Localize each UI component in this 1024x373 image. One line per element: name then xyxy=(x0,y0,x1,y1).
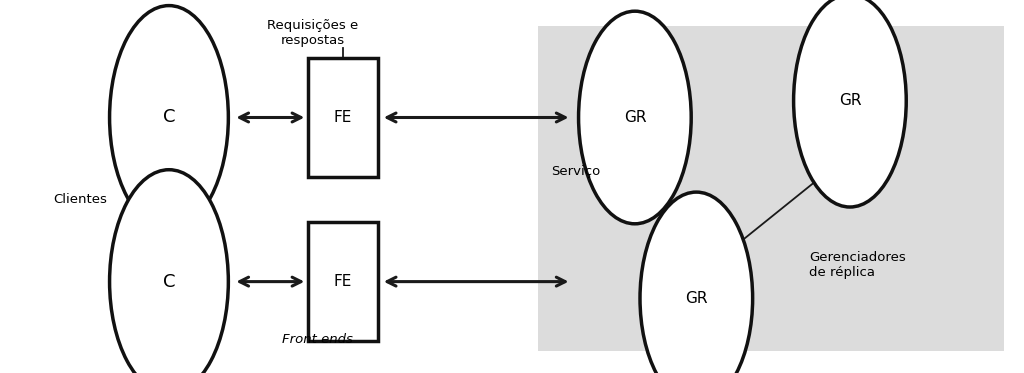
Text: GR: GR xyxy=(839,93,861,108)
Text: Front ends: Front ends xyxy=(282,333,353,346)
Text: Serviço: Serviço xyxy=(551,165,600,178)
Text: C: C xyxy=(163,273,175,291)
Text: FE: FE xyxy=(334,274,352,289)
Ellipse shape xyxy=(794,0,906,207)
Text: C: C xyxy=(163,109,175,126)
Text: GR: GR xyxy=(685,291,708,306)
Text: FE: FE xyxy=(334,110,352,125)
Text: Gerenciadores
de réplica: Gerenciadores de réplica xyxy=(809,251,905,279)
Bar xyxy=(308,222,378,341)
Bar xyxy=(538,26,1004,351)
Ellipse shape xyxy=(110,6,228,229)
Text: Requisições e
respostas: Requisições e respostas xyxy=(266,19,358,47)
Bar xyxy=(308,58,378,177)
Text: Clientes: Clientes xyxy=(53,193,106,206)
Ellipse shape xyxy=(579,11,691,224)
Ellipse shape xyxy=(640,192,753,373)
Ellipse shape xyxy=(110,170,228,373)
Text: GR: GR xyxy=(624,110,646,125)
